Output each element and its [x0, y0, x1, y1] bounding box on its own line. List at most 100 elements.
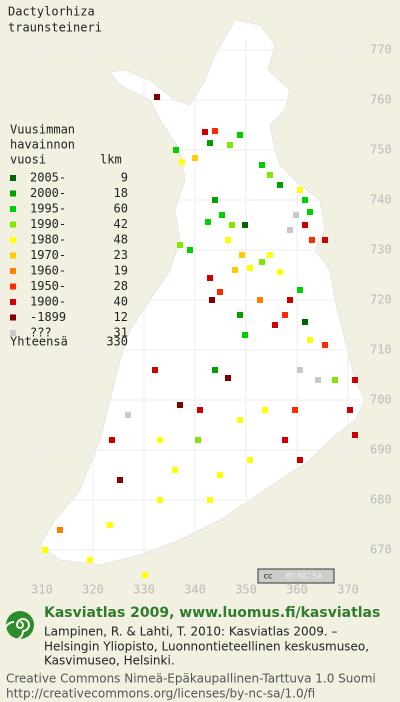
- observation-marker: [237, 312, 243, 318]
- observation-marker: [277, 269, 283, 275]
- observation-marker: [205, 219, 211, 225]
- observation-marker: [179, 159, 185, 165]
- legend-count: 18: [114, 186, 128, 200]
- easting-label: 340: [184, 583, 206, 597]
- legend-label: 1995-: [30, 202, 66, 216]
- observation-marker: [302, 222, 308, 228]
- title: Dactylorhiza: [8, 5, 95, 19]
- observation-marker: [227, 142, 233, 148]
- observation-marker: [195, 437, 201, 443]
- observation-marker: [292, 407, 298, 413]
- cc-badge: [257, 568, 335, 584]
- legend-count: 31: [114, 326, 128, 340]
- observation-marker: [152, 367, 158, 373]
- legend-swatch: [10, 221, 16, 228]
- northing-label: 730: [370, 243, 392, 257]
- observation-marker: [267, 172, 273, 178]
- legend-header: vuosi: [10, 153, 46, 167]
- legend-count: 28: [114, 279, 128, 293]
- legend-swatch: [10, 190, 16, 197]
- legend-swatch: [10, 299, 16, 305]
- observation-marker: [259, 162, 265, 168]
- observation-marker: [225, 237, 231, 243]
- observation-marker: [229, 222, 235, 228]
- observation-marker: [217, 289, 223, 295]
- observation-marker: [212, 197, 218, 203]
- easting-label: 330: [133, 583, 155, 597]
- observation-marker: [237, 417, 243, 423]
- observation-marker: [302, 319, 308, 325]
- northing-label: 700: [370, 393, 392, 407]
- legend-header: Vuusimman: [10, 123, 75, 137]
- observation-marker: [219, 212, 225, 218]
- observation-marker: [107, 522, 113, 528]
- observation-marker: [207, 275, 213, 281]
- legend-count: 48: [114, 233, 128, 247]
- observation-marker: [315, 377, 321, 383]
- easting-label: 360: [286, 583, 308, 597]
- observation-marker: [197, 407, 203, 413]
- observation-marker: [257, 297, 263, 303]
- observation-marker: [125, 412, 131, 418]
- legend-header: lkm: [100, 153, 122, 167]
- northing-label: 720: [370, 293, 392, 307]
- legend-total: 330: [106, 335, 128, 349]
- observation-marker: [352, 377, 358, 383]
- northing-label: 670: [370, 543, 392, 557]
- legend-count: 60: [114, 202, 128, 216]
- observation-marker: [157, 437, 163, 443]
- legend-total-label: Yhteensä: [10, 335, 68, 349]
- observation-marker: [177, 242, 183, 248]
- observation-marker: [272, 322, 278, 328]
- northing-label: 710: [370, 343, 392, 357]
- license: http://creativecommons.org/licenses/by-n…: [6, 687, 315, 701]
- observation-marker: [347, 407, 353, 413]
- northing-label: 750: [370, 143, 392, 157]
- observation-marker: [242, 332, 248, 338]
- observation-marker: [207, 497, 213, 503]
- observation-marker: [217, 472, 223, 478]
- legend-label: 1900-: [30, 295, 66, 309]
- observation-marker: [209, 297, 215, 303]
- observation-marker: [42, 547, 48, 553]
- observation-marker: [247, 457, 253, 463]
- observation-marker: [142, 572, 148, 578]
- legend-swatch: [10, 268, 16, 274]
- northing-label: 760: [370, 93, 392, 107]
- license: Creative Commons Nimeä-Epäkaupallinen-Ta…: [6, 672, 376, 686]
- observation-marker: [225, 375, 231, 381]
- observation-marker: [237, 132, 243, 138]
- observation-marker: [247, 265, 253, 271]
- legend-swatch: [10, 330, 16, 336]
- legend-count: 42: [114, 217, 128, 231]
- legend-header: havainnon: [10, 138, 75, 152]
- observation-marker: [187, 247, 193, 253]
- observation-marker: [293, 212, 299, 218]
- legend-count: 23: [114, 248, 128, 262]
- legend-count: 19: [114, 264, 128, 278]
- observation-marker: [302, 197, 308, 203]
- cc-badge-text: BY-NC-SA: [285, 572, 323, 581]
- legend-swatch: [10, 237, 16, 243]
- cc-badge-icon: cc: [264, 572, 273, 581]
- observation-marker: [192, 155, 198, 161]
- legend-label: 1970-: [30, 248, 66, 262]
- observation-marker: [212, 128, 218, 134]
- observation-marker: [287, 297, 293, 303]
- observation-marker: [157, 497, 163, 503]
- observation-marker: [242, 222, 248, 228]
- easting-label: 320: [82, 583, 104, 597]
- legend-swatch: [10, 252, 16, 259]
- observation-marker: [282, 312, 288, 318]
- observation-marker: [352, 432, 358, 438]
- observation-marker: [232, 267, 238, 273]
- observation-marker: [297, 457, 303, 463]
- observation-marker: [262, 407, 268, 413]
- observation-marker: [332, 377, 338, 383]
- legend-label: ???: [30, 326, 52, 340]
- observation-marker: [212, 367, 218, 373]
- observation-marker: [87, 557, 93, 563]
- observation-marker: [309, 237, 315, 243]
- observation-marker: [259, 259, 265, 265]
